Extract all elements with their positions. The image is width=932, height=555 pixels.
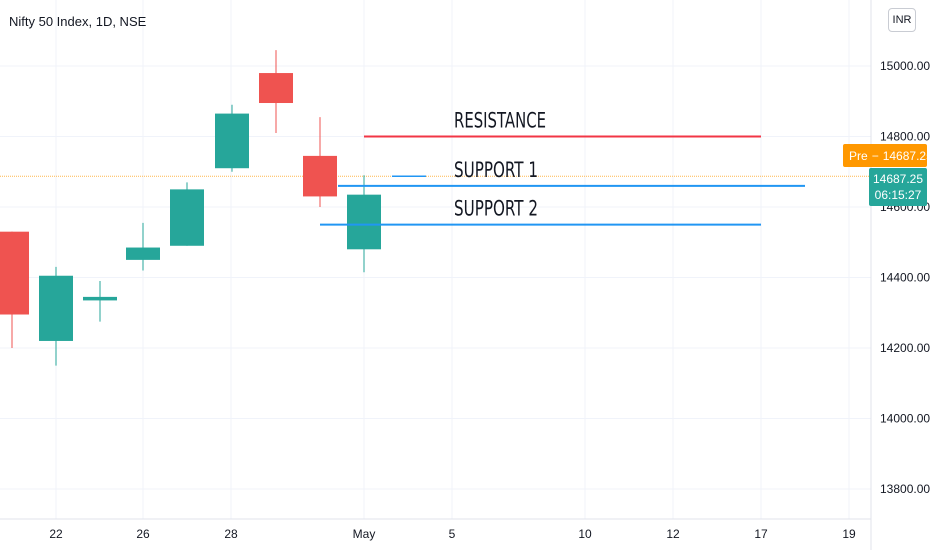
time-tick-label: 22 (49, 527, 63, 541)
x-grid-layer (55, 0, 850, 519)
price-tick-label: 14200.00 (880, 341, 930, 355)
price-tick-label: 14000.00 (880, 412, 930, 426)
bar-countdown: 06:15:27 (874, 188, 922, 202)
candle-body (303, 155, 337, 197)
candle-body (39, 275, 73, 341)
candle[interactable] (215, 104, 249, 172)
pre-market-value: 14687.25 (882, 148, 932, 163)
time-axis-labels[interactable]: 22 26 28 May 5 10 12 17 19 (49, 527, 856, 541)
candle-body (170, 189, 204, 246)
last-price-tag: 14687.25 06:15:27 (869, 168, 927, 206)
price-axis-labels[interactable]: 13800.0014000.0014200.0014400.0014600.00… (880, 59, 930, 496)
candle[interactable] (0, 231, 29, 348)
time-tick-label: 10 (578, 527, 592, 541)
support-1-label[interactable]: SUPPORT 1 (454, 158, 538, 182)
candle-body (259, 73, 293, 104)
time-tick-label: 19 (842, 527, 856, 541)
candle-body (0, 231, 29, 315)
candle[interactable] (347, 175, 381, 273)
candle-body (347, 194, 381, 250)
candle[interactable] (83, 281, 117, 322)
resistance-label[interactable]: RESISTANCE (454, 109, 546, 133)
time-tick-label: 12 (666, 527, 680, 541)
time-tick-label: 26 (136, 527, 150, 541)
price-tick-label: 14400.00 (880, 271, 930, 285)
candle-body (126, 247, 160, 260)
pre-market-price-tag: Pre − 14687.25 (843, 144, 932, 167)
time-tick-label: 17 (754, 527, 768, 541)
candle-layer (0, 50, 381, 366)
candle-body (215, 113, 249, 169)
price-tick-label: 15000.00 (880, 59, 930, 73)
time-tick-label: 28 (224, 527, 238, 541)
currency-badge[interactable]: INR (888, 8, 916, 32)
candle[interactable] (170, 182, 204, 246)
pre-market-separator: − (871, 148, 879, 163)
candle[interactable] (259, 50, 293, 133)
support-2-label[interactable]: SUPPORT 2 (454, 197, 538, 221)
pre-market-label: Pre (849, 148, 868, 163)
candle[interactable] (126, 222, 160, 271)
time-tick-label: May (353, 527, 376, 541)
candle[interactable] (39, 266, 73, 366)
price-tick-label: 14800.00 (880, 130, 930, 144)
symbol-title[interactable]: Nifty 50 Index, 1D, NSE (9, 14, 147, 29)
grid-layer (0, 65, 871, 490)
last-price-value: 14687.25 (872, 172, 924, 186)
price-tick-label: 13800.00 (880, 482, 930, 496)
time-tick-label: 5 (449, 527, 456, 541)
level-layer[interactable]: RESISTANCE SUPPORT 1 SUPPORT 2 (320, 109, 805, 226)
candle-body (83, 296, 117, 301)
candle[interactable] (303, 117, 337, 207)
